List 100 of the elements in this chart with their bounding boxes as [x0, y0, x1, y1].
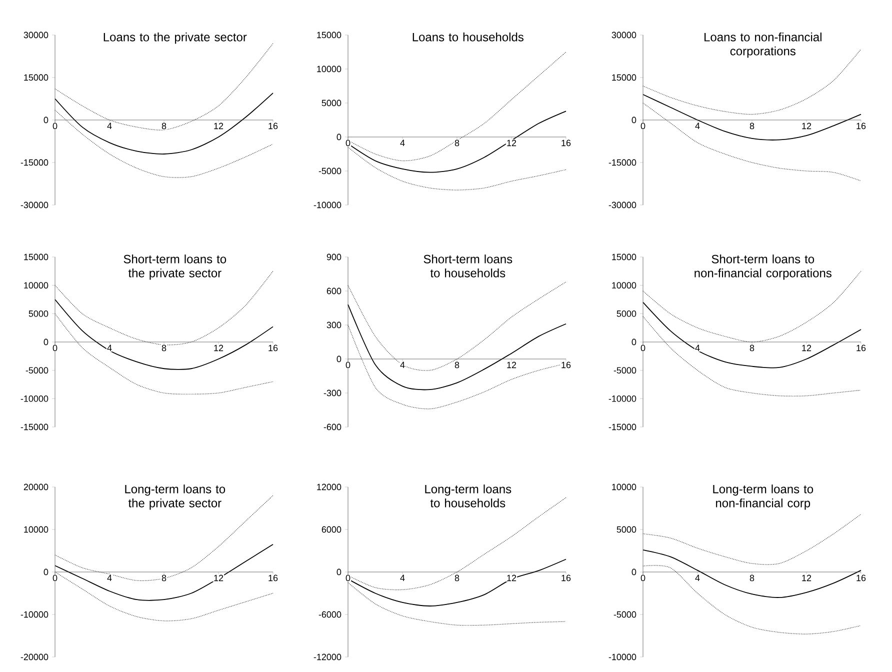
x-tick-label: 4 — [400, 140, 405, 146]
x-tick-label: 12 — [507, 362, 516, 368]
x-tick-label: 8 — [162, 344, 166, 352]
y-tick-label: -600 — [324, 424, 342, 430]
y-tick-label: 5000 — [322, 100, 342, 106]
y-tick-label: -15000 — [20, 424, 48, 430]
x-tick-label: 4 — [400, 574, 405, 581]
y-tick-label: 0 — [336, 356, 342, 362]
x-tick-label: 4 — [400, 362, 405, 368]
line-series — [642, 514, 862, 565]
chart-title: Loans to non-financial corporations — [704, 32, 822, 58]
y-tick-label: 0 — [44, 116, 48, 124]
y-tick-label: -30000 — [20, 202, 48, 208]
chart-title: Long-term loans to non-financial corp — [713, 484, 814, 510]
x-tick-label: 8 — [454, 140, 460, 146]
x-tick-label: 8 — [162, 574, 166, 582]
x-tick-label: 8 — [162, 122, 166, 130]
y-tick-label: 6000 — [322, 526, 342, 533]
x-tick-label: 16 — [856, 344, 866, 352]
y-tick-label: -300 — [324, 390, 342, 396]
y-tick-label: -10000 — [608, 395, 636, 402]
y-tick-label: 12000 — [317, 484, 342, 490]
x-tick-label: 4 — [695, 574, 700, 581]
x-tick-label: 16 — [562, 574, 571, 582]
y-tick-label: 900 — [326, 254, 342, 260]
x-tick-label: 8 — [750, 122, 754, 130]
x-tick-label: 16 — [562, 140, 571, 146]
y-tick-label: -10000 — [314, 202, 342, 208]
y-tick-label: 30000 — [612, 32, 636, 38]
y-tick-label: -20000 — [20, 654, 48, 660]
x-tick-label: 0 — [52, 574, 58, 582]
y-tick-label: -15000 — [608, 424, 636, 430]
x-tick-label: 16 — [268, 574, 278, 582]
x-tick-label: 12 — [507, 140, 516, 146]
x-tick-label: 0 — [52, 344, 58, 352]
x-tick-label: 16 — [562, 362, 571, 368]
x-tick-label: 16 — [856, 122, 866, 130]
chart-title: Long-term loans to the private sector — [125, 484, 226, 510]
x-tick-label: 4 — [695, 344, 700, 351]
y-tick-label: 10000 — [317, 66, 342, 72]
y-tick-label: 15000 — [24, 254, 48, 260]
line-series — [642, 48, 862, 115]
line-series — [54, 270, 274, 346]
x-tick-label: 4 — [107, 344, 112, 351]
y-tick-label: -15000 — [608, 159, 636, 166]
x-tick-label: 8 — [750, 344, 754, 352]
x-tick-label: 0 — [346, 140, 350, 146]
x-tick-label: 16 — [268, 344, 278, 352]
x-tick-label: 0 — [640, 344, 646, 352]
y-tick-label: 0 — [632, 568, 636, 576]
y-tick-label: 0 — [336, 134, 342, 140]
y-tick-label: 0 — [632, 338, 636, 346]
y-tick-label: 5000 — [616, 526, 636, 533]
y-tick-label: -10000 — [20, 395, 48, 402]
chart-title: Short-term loans to the private sector — [124, 254, 226, 280]
x-tick-label: 4 — [695, 122, 700, 129]
y-tick-label: -10000 — [20, 611, 48, 618]
x-tick-label: 4 — [107, 122, 112, 129]
chart-title: Loans to the private sector — [104, 32, 247, 44]
y-tick-label: 0 — [336, 568, 342, 576]
x-tick-label: 0 — [640, 122, 646, 130]
y-tick-label: -30000 — [608, 202, 636, 208]
y-tick-label: 10000 — [612, 484, 636, 490]
x-tick-label: 12 — [802, 344, 812, 352]
x-tick-label: 0 — [52, 122, 58, 130]
x-tick-label: 4 — [107, 574, 112, 581]
y-tick-label: -5000 — [318, 168, 342, 174]
y-tick-label: 0 — [632, 116, 636, 124]
x-tick-label: 16 — [268, 122, 278, 130]
x-tick-label: 12 — [802, 122, 812, 130]
y-tick-label: 20000 — [24, 484, 48, 490]
y-tick-label: 0 — [44, 338, 48, 346]
y-tick-label: -12000 — [314, 654, 342, 660]
x-tick-label: 0 — [346, 574, 350, 582]
chart-title: Loans to households — [412, 32, 524, 42]
y-tick-label: -6000 — [318, 611, 342, 618]
x-tick-label: 8 — [750, 574, 754, 582]
y-tick-label: 10000 — [24, 282, 48, 289]
y-tick-label: 300 — [326, 322, 342, 328]
y-tick-label: -5000 — [614, 367, 636, 374]
y-tick-label: 600 — [326, 288, 342, 294]
x-tick-label: 0 — [640, 574, 646, 582]
y-tick-label: -15000 — [20, 159, 48, 166]
y-tick-label: 5000 — [28, 310, 48, 317]
y-tick-label: 15000 — [317, 32, 342, 38]
y-tick-label: 0 — [44, 568, 48, 576]
y-tick-label: -5000 — [614, 611, 636, 618]
y-tick-label: 30000 — [24, 32, 48, 38]
x-tick-label: 8 — [454, 574, 460, 582]
chart-title: Short-term loans to non-financial corporations — [694, 254, 832, 280]
x-tick-label: 8 — [454, 362, 460, 368]
x-tick-label: 12 — [802, 574, 812, 582]
y-tick-label: 5000 — [616, 310, 636, 317]
x-tick-label: 12 — [214, 122, 224, 130]
y-tick-label: -5000 — [26, 367, 48, 374]
y-tick-label: 15000 — [612, 254, 636, 260]
x-tick-label: 12 — [214, 344, 224, 352]
line-series — [642, 270, 862, 342]
x-tick-label: 16 — [856, 574, 866, 582]
x-tick-label: 0 — [346, 362, 350, 368]
